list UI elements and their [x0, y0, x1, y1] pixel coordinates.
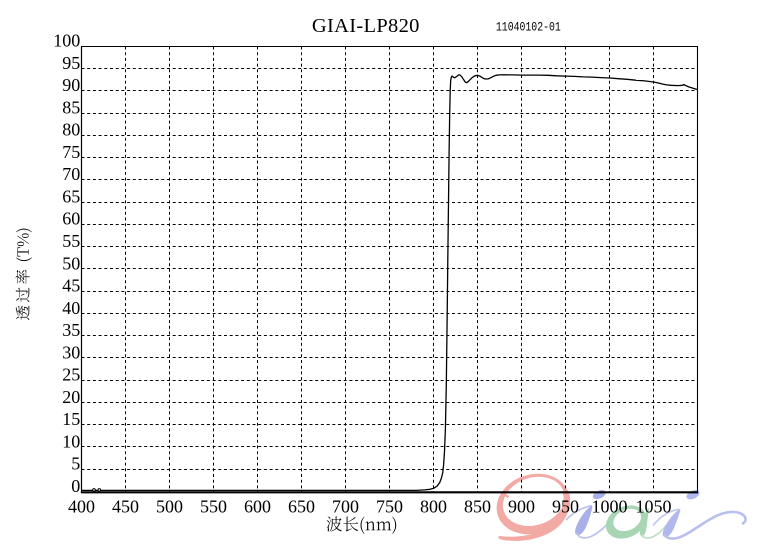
svg-text:30: 30 [62, 342, 80, 362]
svg-text:60: 60 [62, 209, 80, 229]
svg-text:70: 70 [62, 164, 80, 184]
svg-text:600: 600 [244, 497, 271, 517]
svg-text:100: 100 [53, 31, 80, 51]
svg-text:50: 50 [62, 253, 80, 273]
svg-text:900: 900 [508, 497, 535, 517]
svg-text:5: 5 [71, 454, 80, 474]
svg-text:850: 850 [464, 497, 491, 517]
svg-text:11040102-01: 11040102-01 [496, 20, 561, 35]
svg-text:40: 40 [62, 298, 80, 318]
svg-text:95: 95 [62, 53, 80, 73]
svg-text:15: 15 [62, 409, 80, 429]
svg-text:90: 90 [62, 75, 80, 95]
svg-text:550: 550 [200, 497, 227, 517]
svg-text:950: 950 [552, 497, 579, 517]
svg-text:GIAI-LP820: GIAI-LP820 [312, 15, 420, 37]
svg-text:35: 35 [62, 320, 80, 340]
svg-text:45: 45 [62, 276, 80, 296]
svg-text:25: 25 [62, 365, 80, 385]
svg-text:750: 750 [376, 497, 403, 517]
svg-text:650: 650 [288, 497, 315, 517]
svg-text:65: 65 [62, 187, 80, 207]
svg-text:10: 10 [62, 431, 80, 451]
svg-text:1050: 1050 [636, 497, 672, 517]
svg-text:0: 0 [71, 476, 80, 496]
svg-text:80: 80 [62, 120, 80, 140]
svg-text:55: 55 [62, 231, 80, 251]
svg-text:75: 75 [62, 142, 80, 162]
svg-text:700: 700 [332, 497, 359, 517]
svg-text:20: 20 [62, 387, 80, 407]
svg-text:400: 400 [68, 497, 95, 517]
svg-text:500: 500 [156, 497, 183, 517]
svg-text:85: 85 [62, 98, 80, 118]
svg-text:450: 450 [112, 497, 139, 517]
svg-text:1000: 1000 [592, 497, 628, 517]
svg-text:800: 800 [420, 497, 447, 517]
